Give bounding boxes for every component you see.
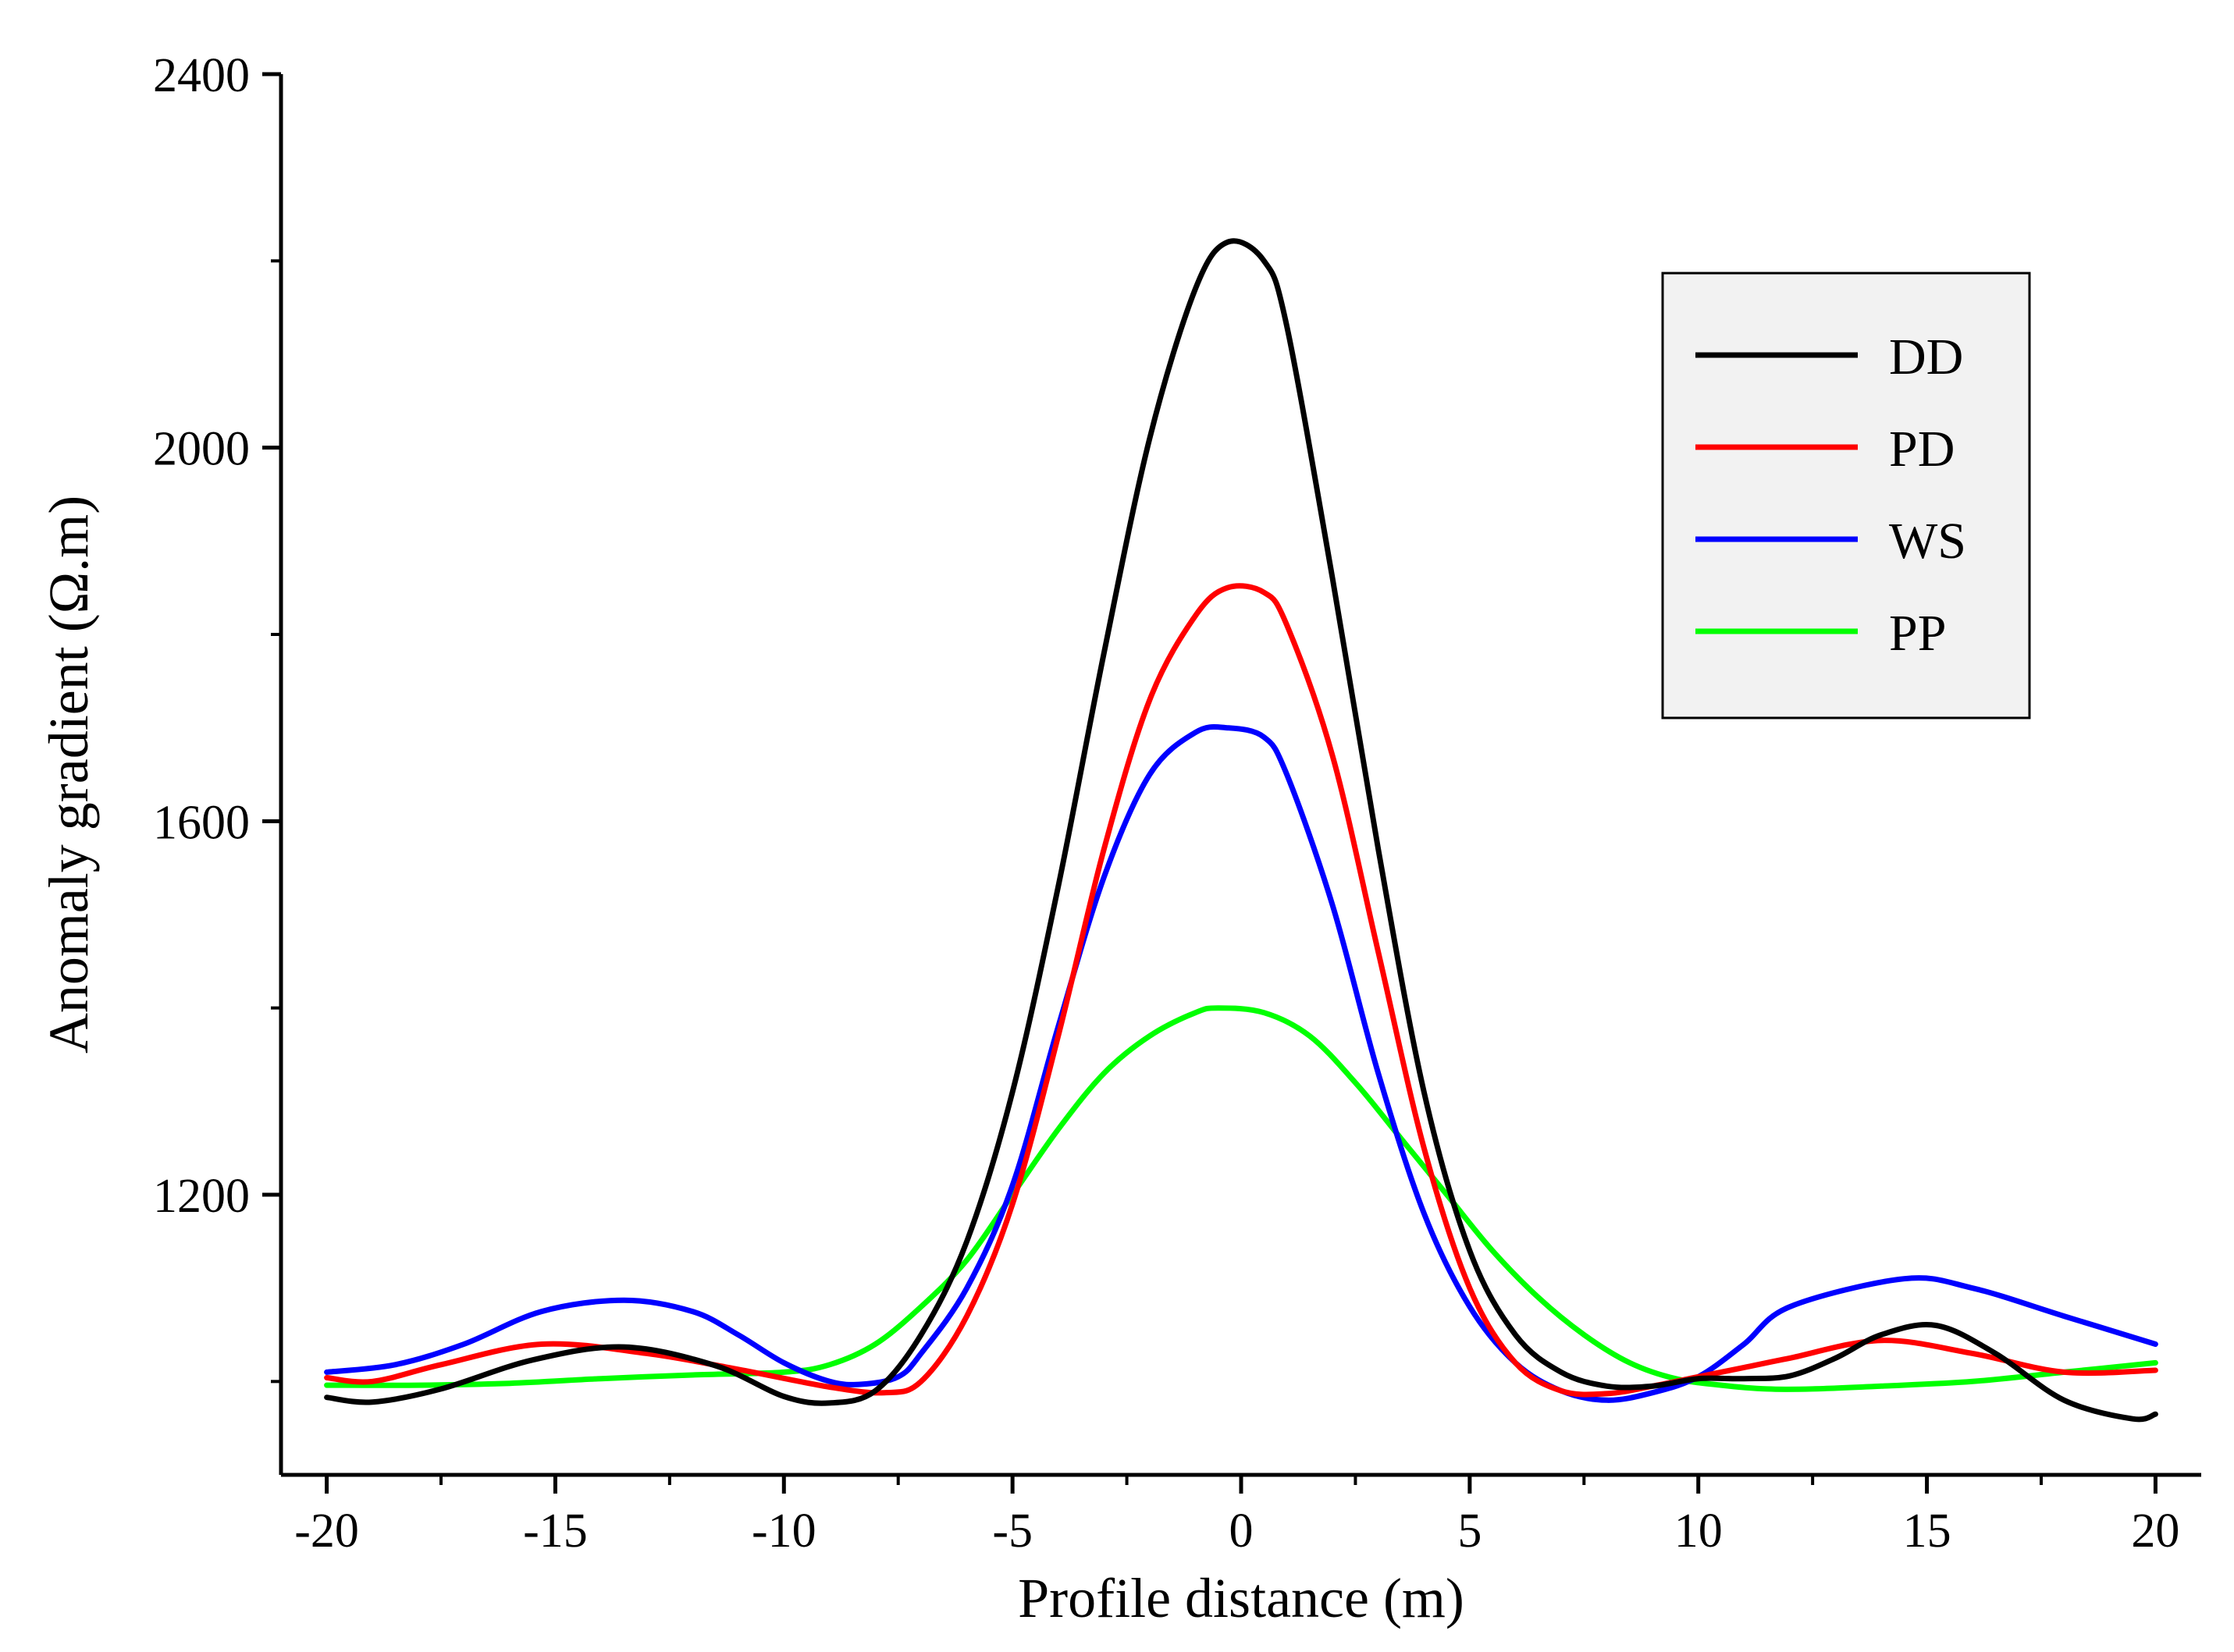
x-tick-label: -20 [294,1505,359,1558]
x-tick-label: -5 [992,1505,1033,1558]
y-tick-label: 1600 [153,796,250,849]
series-line-ws [324,724,2158,1403]
series-line-pp [324,1005,2158,1392]
x-tick-label: -10 [752,1505,816,1558]
legend-label-ws: WS [1889,513,1966,570]
y-tick-label: 2400 [153,49,250,102]
axes-layer: -20 -15 -10 -5 0 5 10 15 20 1200 1600 2000 2400 [153,49,2201,1558]
x-tick-label: 15 [1903,1505,1951,1558]
x-tick-label: 5 [1457,1505,1482,1558]
legend-label-dd: DD [1889,329,1963,385]
series-line-pd [324,583,2158,1398]
x-tick-label: 10 [1674,1505,1723,1558]
series-line-dd [324,238,2158,1423]
y-axis-title: Anomaly gradient (Ω.m) [37,496,100,1053]
x-tick-label: -15 [523,1505,588,1558]
legend-box [1661,272,2031,719]
y-tick-label: 1200 [153,1170,250,1223]
x-tick-label: 0 [1229,1505,1254,1558]
legend: DD PD WS PP [1661,272,2031,719]
series-layer [324,238,2158,1423]
x-tick-label: 20 [2131,1505,2179,1558]
legend-label-pp: PP [1889,605,1946,662]
legend-label-pd: PD [1889,421,1955,478]
x-axis-title: Profile distance (m) [1018,1567,1464,1629]
y-tick-label: 2000 [153,423,250,476]
